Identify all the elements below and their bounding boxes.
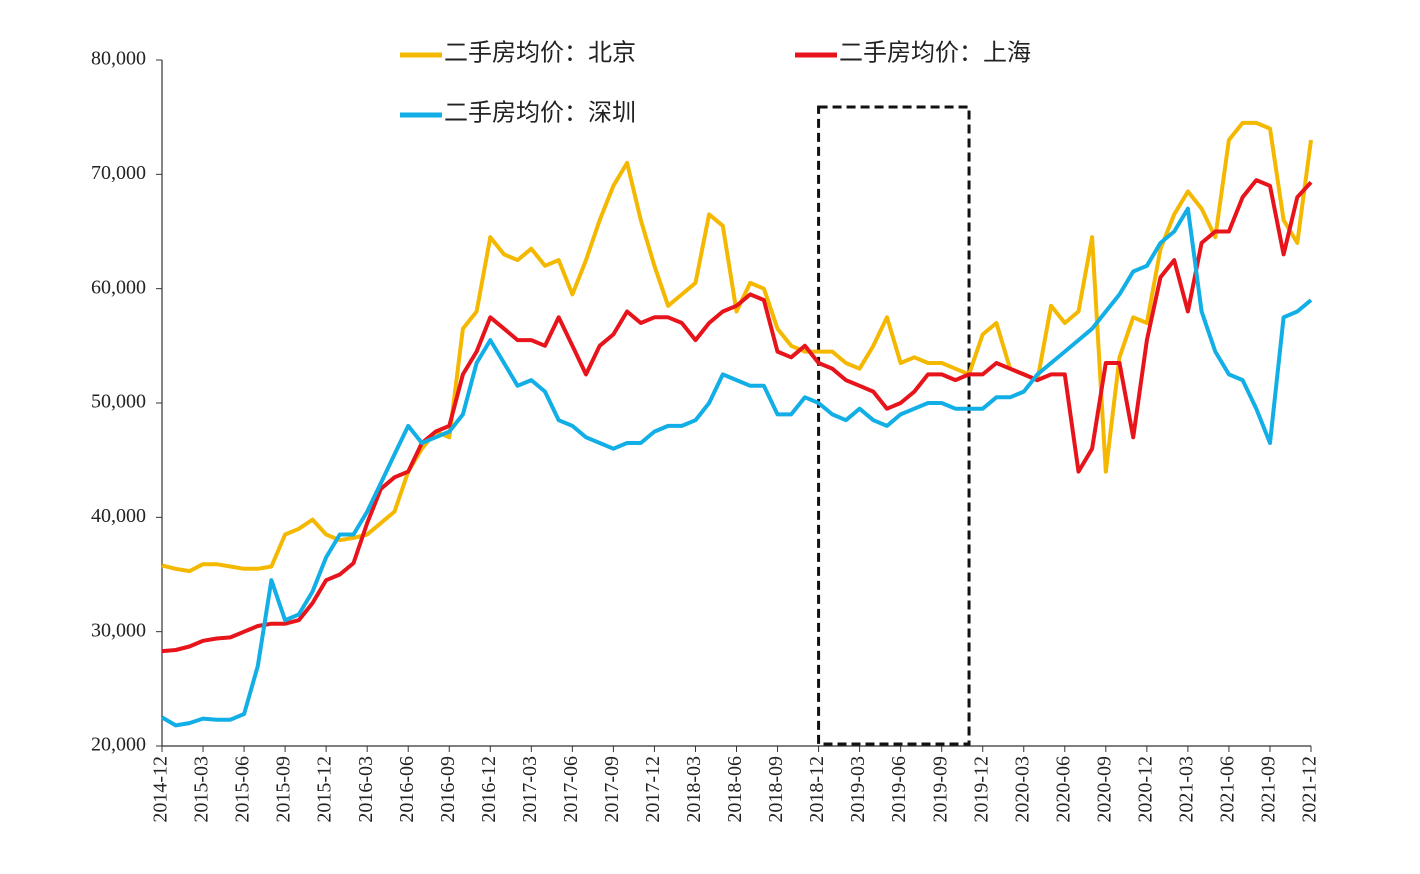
x-tick-label: 2018-09: [765, 756, 787, 823]
y-tick-label: 20,000: [91, 734, 146, 756]
y-tick-label: 40,000: [91, 505, 146, 527]
x-tick-label: 2019-06: [888, 756, 910, 823]
series-line: [160, 206, 1313, 728]
y-tick-label: 50,000: [91, 391, 146, 413]
x-tick-label: 2016-06: [396, 756, 418, 823]
x-tick-label: 2018-03: [683, 756, 705, 823]
x-tick-label: 2015-09: [273, 756, 295, 823]
x-tick-label: 2019-03: [847, 756, 869, 823]
series-line: [161, 178, 1313, 654]
x-tick-label: 2021-09: [1258, 756, 1280, 823]
x-tick-label: 2020-03: [1011, 756, 1033, 823]
x-tick-label: 2015-03: [191, 756, 213, 823]
legend-label: 二手房均价：北京: [444, 40, 636, 67]
x-tick-label: 2016-12: [478, 756, 500, 823]
x-tick-label: 2021-12: [1299, 756, 1321, 823]
y-tick-label: 70,000: [91, 162, 146, 184]
x-tick-label: 2016-09: [437, 756, 459, 823]
x-tick-label: 2017-03: [519, 756, 541, 823]
y-tick-label: 60,000: [91, 276, 146, 298]
x-tick-label: 2020-09: [1093, 756, 1115, 823]
x-tick-label: 2020-06: [1052, 756, 1074, 823]
x-tick-label: 2015-12: [314, 756, 336, 823]
y-tick-label: 30,000: [91, 619, 146, 641]
legend-label: 二手房均价：深圳: [444, 100, 636, 127]
x-tick-label: 2020-12: [1134, 756, 1156, 823]
y-tick-label: 80,000: [91, 48, 146, 70]
x-tick-label: 2019-12: [970, 756, 992, 823]
series-line: [161, 120, 1313, 574]
x-tick-label: 2021-03: [1175, 756, 1197, 823]
x-tick-label: 2018-12: [806, 756, 828, 823]
x-tick-label: 2018-06: [724, 756, 746, 823]
x-tick-label: 2017-06: [560, 756, 582, 823]
x-tick-label: 2017-12: [642, 756, 664, 823]
x-tick-label: 2017-09: [601, 756, 623, 823]
x-tick-label: 2015-06: [232, 756, 254, 823]
highlight-box: [817, 105, 971, 746]
x-tick-label: 2016-03: [355, 756, 377, 823]
x-tick-label: 2014-12: [150, 756, 172, 823]
legend-label: 二手房均价：上海: [839, 40, 1031, 67]
x-tick-label: 2021-06: [1217, 756, 1239, 823]
x-tick-label: 2019-09: [929, 756, 951, 823]
